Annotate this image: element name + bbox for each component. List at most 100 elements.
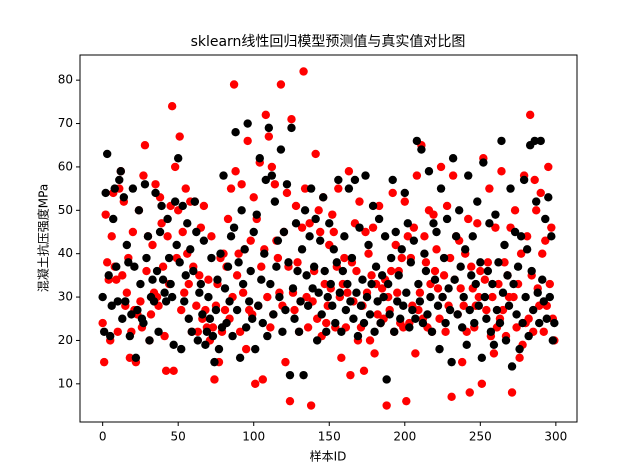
point xyxy=(506,184,515,193)
point xyxy=(99,327,109,336)
point xyxy=(494,279,503,289)
point xyxy=(516,249,526,258)
point xyxy=(189,266,198,276)
point xyxy=(151,180,160,189)
point xyxy=(257,262,266,271)
point xyxy=(241,344,251,354)
point xyxy=(409,223,419,232)
point xyxy=(325,219,334,228)
point xyxy=(270,197,280,206)
point xyxy=(524,314,533,323)
point xyxy=(235,353,245,362)
point xyxy=(498,305,508,315)
point xyxy=(255,154,264,163)
point xyxy=(358,275,367,284)
point xyxy=(300,206,310,215)
point xyxy=(281,305,290,315)
point xyxy=(391,240,400,250)
point xyxy=(436,162,446,172)
point xyxy=(538,249,547,258)
point xyxy=(433,284,443,293)
point xyxy=(311,214,320,224)
point xyxy=(541,214,550,224)
point xyxy=(394,271,403,280)
point xyxy=(474,301,484,310)
point xyxy=(504,301,514,310)
point xyxy=(305,219,314,228)
point xyxy=(444,284,453,293)
point xyxy=(374,214,384,224)
point xyxy=(359,366,369,376)
point xyxy=(495,318,505,328)
point xyxy=(417,145,426,154)
point xyxy=(528,305,538,315)
point xyxy=(225,297,234,306)
point xyxy=(261,110,271,120)
x-tick-label: 50 xyxy=(171,430,186,444)
y-tick-label: 20 xyxy=(58,333,73,347)
point xyxy=(547,223,556,232)
point xyxy=(379,292,388,302)
point xyxy=(334,184,343,193)
point xyxy=(547,232,556,241)
point xyxy=(492,305,502,315)
point xyxy=(170,197,180,206)
point xyxy=(382,401,391,410)
point xyxy=(362,292,372,302)
point xyxy=(418,318,428,328)
point xyxy=(315,227,325,237)
point xyxy=(432,245,441,254)
point xyxy=(266,279,275,289)
point xyxy=(161,297,171,306)
point xyxy=(158,262,168,271)
point xyxy=(149,297,159,306)
point xyxy=(483,258,493,267)
point xyxy=(365,310,375,319)
point xyxy=(396,314,405,323)
point xyxy=(291,219,301,228)
point xyxy=(421,258,431,267)
point xyxy=(436,184,446,193)
point xyxy=(116,167,125,176)
point xyxy=(476,258,485,267)
point xyxy=(405,323,414,332)
point xyxy=(334,175,343,185)
point xyxy=(335,288,345,297)
point xyxy=(249,227,258,237)
point xyxy=(110,184,119,193)
point xyxy=(288,284,298,293)
point xyxy=(328,210,337,219)
point xyxy=(519,175,529,185)
point xyxy=(306,401,316,410)
point xyxy=(238,279,248,289)
point xyxy=(125,331,135,341)
point xyxy=(488,279,497,289)
point xyxy=(178,227,187,237)
point xyxy=(145,336,154,345)
point xyxy=(427,327,437,336)
point xyxy=(220,284,230,293)
point xyxy=(476,266,485,276)
point xyxy=(447,392,456,402)
point xyxy=(173,154,183,163)
point xyxy=(464,214,473,224)
point xyxy=(497,167,506,176)
point xyxy=(397,245,406,254)
point xyxy=(399,323,408,332)
point xyxy=(364,240,373,250)
point xyxy=(134,206,144,215)
point xyxy=(170,162,180,172)
point xyxy=(164,253,174,263)
point xyxy=(470,318,479,328)
point xyxy=(210,375,219,384)
point xyxy=(457,357,467,367)
point xyxy=(442,201,452,211)
x-tick-label: 150 xyxy=(318,430,341,444)
point xyxy=(148,275,157,284)
point xyxy=(429,210,438,219)
point xyxy=(98,318,107,328)
point xyxy=(373,297,382,306)
point xyxy=(445,305,455,315)
point xyxy=(340,253,349,263)
point xyxy=(272,262,281,271)
